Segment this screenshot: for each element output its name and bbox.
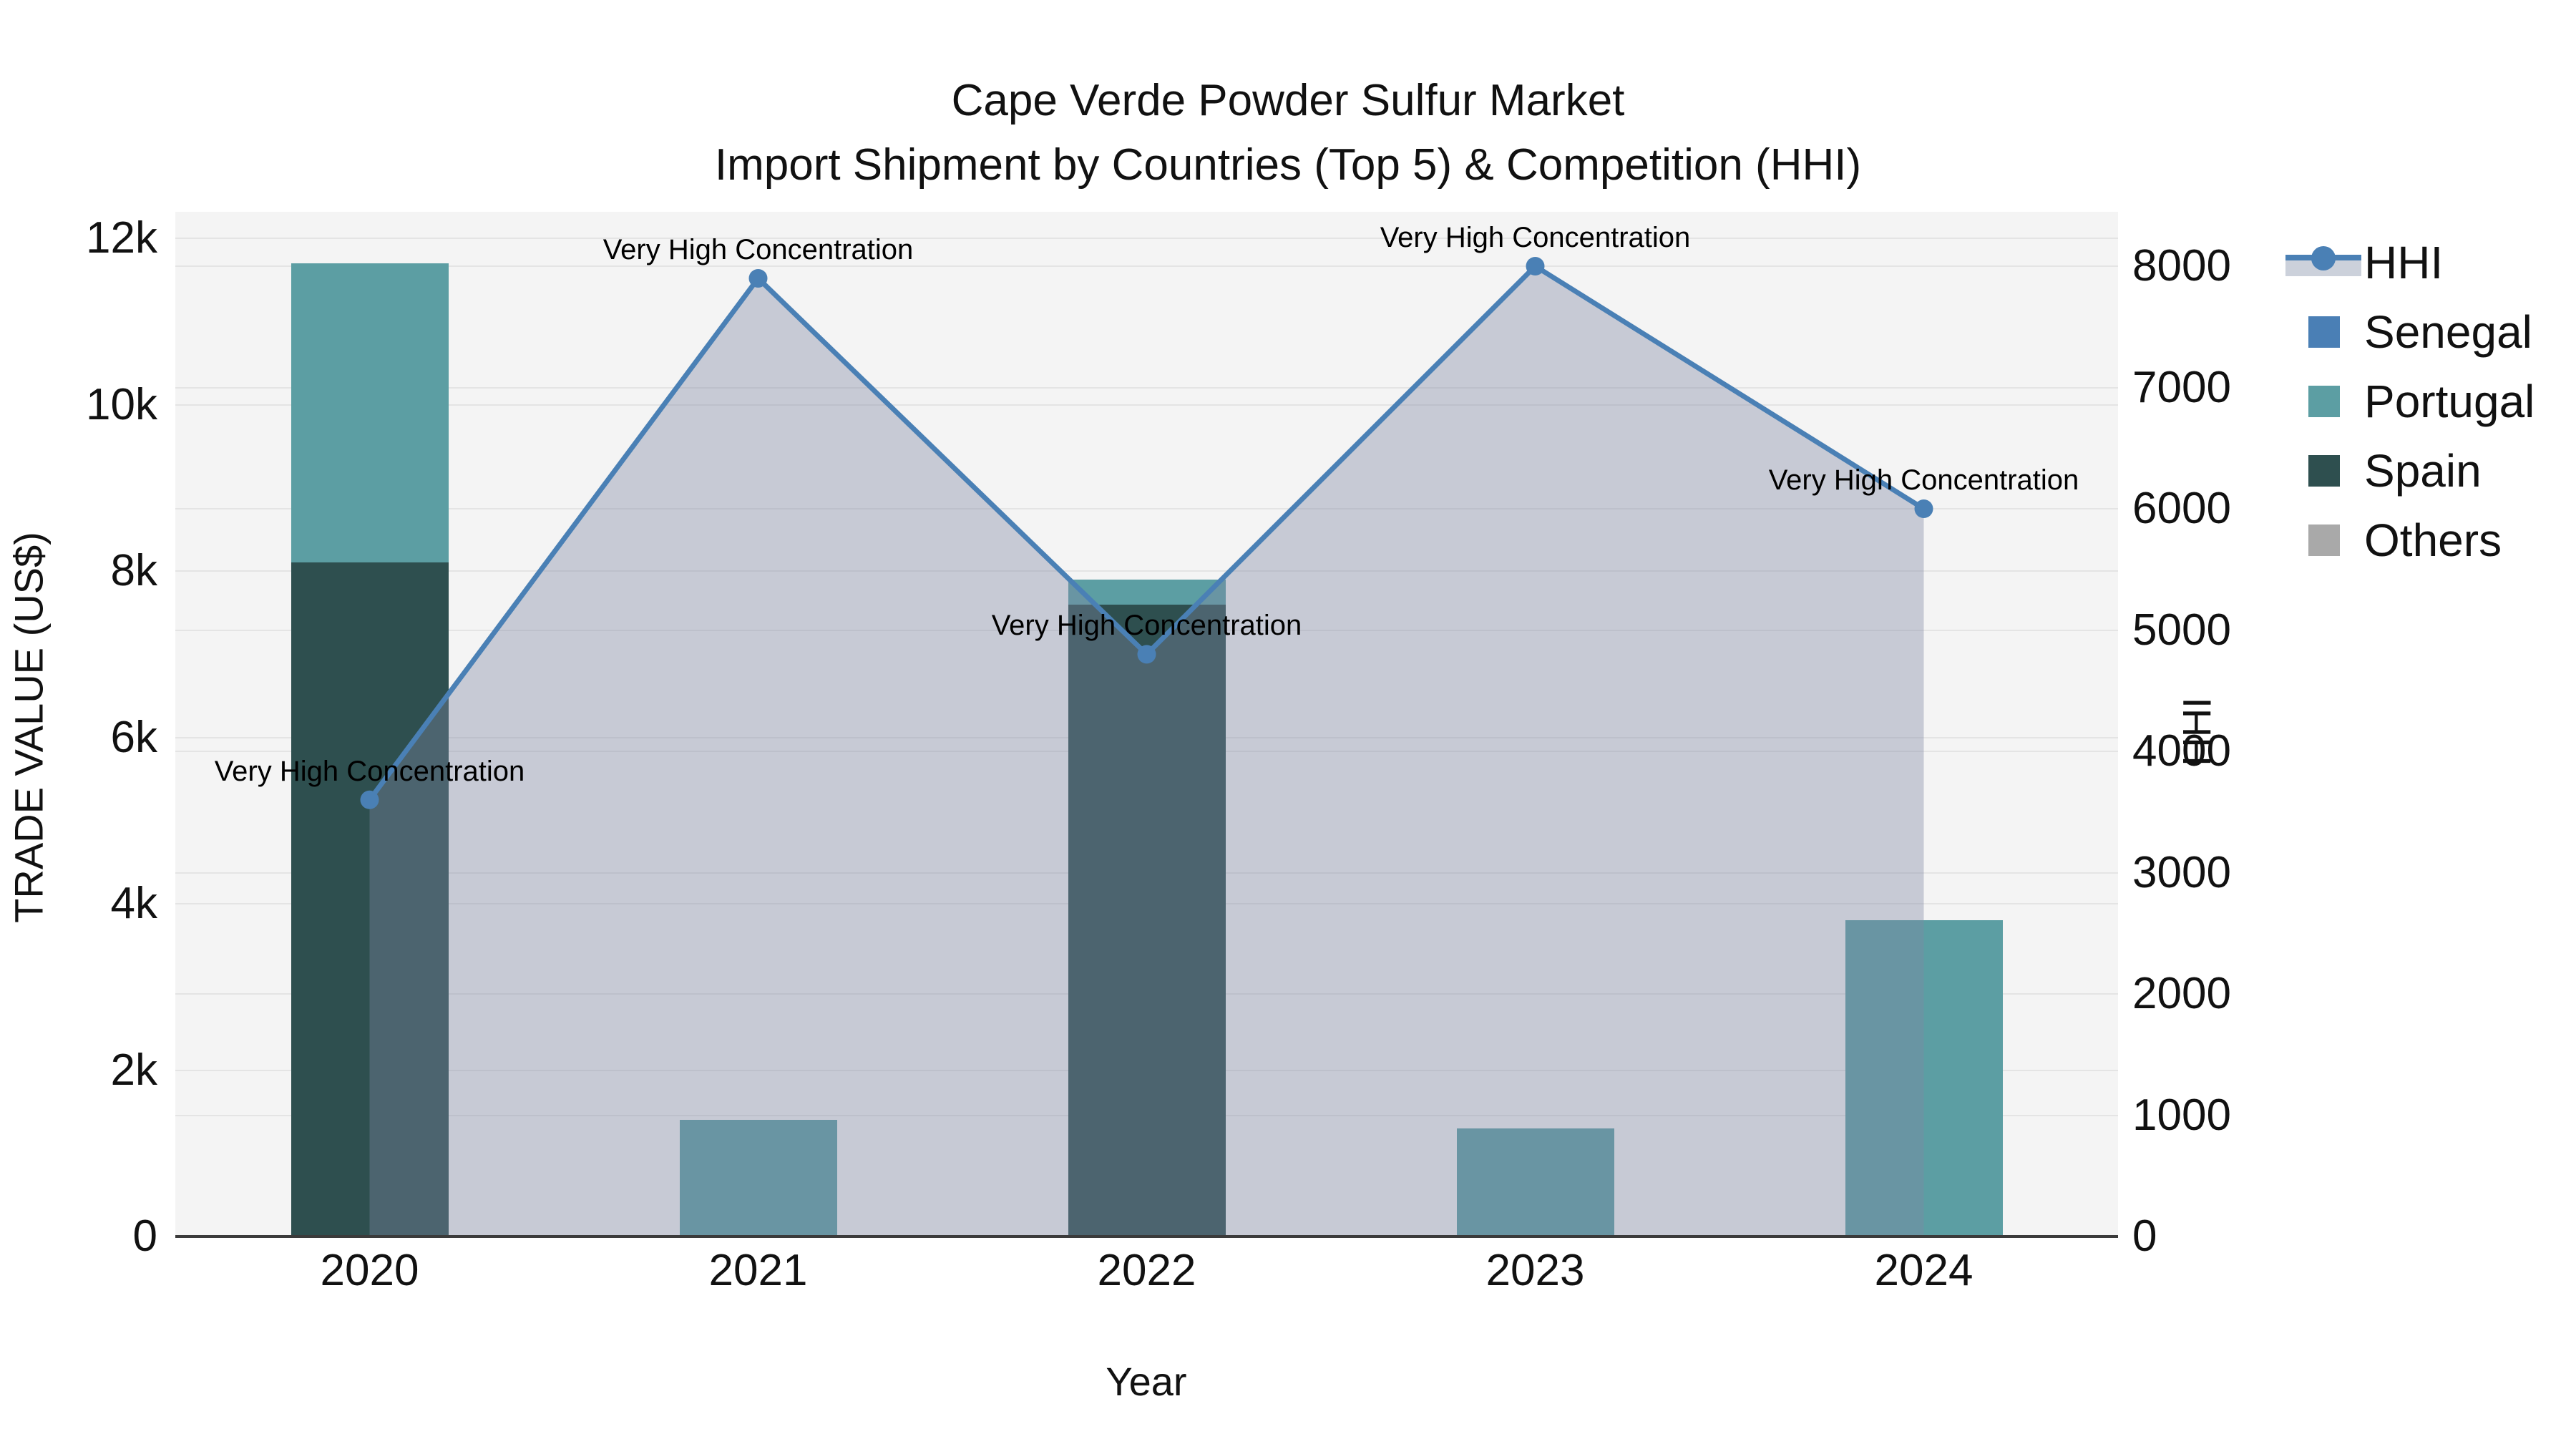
x-axis-label: Year bbox=[1106, 1359, 1187, 1404]
gridline-hhi bbox=[175, 386, 2118, 389]
y-right-tick-8000: 8000 bbox=[2132, 241, 2231, 291]
bar-segment-spain-2022 bbox=[1068, 604, 1226, 1236]
senegal-swatch-icon bbox=[2308, 316, 2340, 348]
y-left-tick-8k: 8k bbox=[110, 546, 157, 595]
legend-item-hhi: HHI bbox=[2283, 228, 2534, 297]
chart-title: Cape Verde Powder Sulfur Market bbox=[951, 76, 1625, 125]
legend-label: Others bbox=[2364, 514, 2502, 566]
y-right-tick-4000: 4000 bbox=[2132, 726, 2231, 776]
bar-segment-portugal-2023 bbox=[1456, 1128, 1614, 1236]
spain-swatch-icon bbox=[2308, 454, 2340, 487]
bar-segment-portugal-2022 bbox=[1068, 579, 1226, 605]
x-tick-2021: 2021 bbox=[708, 1246, 808, 1295]
x-axis-line bbox=[175, 1235, 2118, 1238]
y-left-tick-0: 0 bbox=[132, 1211, 157, 1261]
legend-item-senegal: Senegal bbox=[2283, 297, 2534, 366]
legend-label: Spain bbox=[2364, 444, 2482, 497]
others-swatch-icon bbox=[2308, 524, 2340, 556]
y-left-tick-12k: 12k bbox=[86, 213, 157, 263]
y-right-tick-0: 0 bbox=[2132, 1211, 2157, 1261]
annotation-2022: Very High Concentration bbox=[991, 610, 1302, 642]
legend-item-portugal: Portugal bbox=[2283, 366, 2534, 436]
gridline-hhi bbox=[175, 508, 2118, 509]
annotation-2024: Very High Concentration bbox=[1768, 464, 2079, 496]
y-left-axis-label: TRADE VALUE (US$) bbox=[6, 532, 52, 923]
y-right-tick-6000: 6000 bbox=[2132, 484, 2231, 533]
y-left-tick-2k: 2k bbox=[110, 1045, 157, 1095]
y-left-tick-10k: 10k bbox=[86, 379, 157, 429]
x-tick-2022: 2022 bbox=[1097, 1246, 1196, 1295]
annotation-2021: Very High Concentration bbox=[602, 233, 914, 265]
legend-label: Portugal bbox=[2364, 375, 2535, 427]
annotation-2023: Very High Concentration bbox=[1380, 222, 1691, 253]
chart-subtitle: Import Shipment by Countries (Top 5) & C… bbox=[714, 140, 1862, 190]
legend-label: Senegal bbox=[2364, 306, 2532, 358]
plot-area bbox=[175, 212, 2118, 1236]
y-right-tick-3000: 3000 bbox=[2132, 847, 2231, 897]
portugal-swatch-icon bbox=[2308, 385, 2340, 417]
legend-item-others: Others bbox=[2283, 505, 2534, 575]
legend-label: HHI bbox=[2364, 236, 2444, 288]
bar-segment-spain-2020 bbox=[291, 562, 449, 1236]
annotation-2020: Very High Concentration bbox=[214, 755, 525, 787]
y-right-tick-2000: 2000 bbox=[2132, 969, 2231, 1018]
gridline-trade bbox=[175, 404, 2118, 406]
y-right-tick-7000: 7000 bbox=[2132, 362, 2231, 412]
hhi-line-sample-icon bbox=[2285, 245, 2361, 279]
y-right-tick-5000: 5000 bbox=[2132, 605, 2231, 655]
legend: HHI Senegal Portugal Spain Others bbox=[2283, 228, 2534, 575]
x-tick-2024: 2024 bbox=[1874, 1246, 1974, 1295]
bar-segment-portugal-2020 bbox=[291, 263, 449, 563]
y-left-tick-4k: 4k bbox=[110, 879, 157, 928]
bar-segment-portugal-2024 bbox=[1845, 920, 2003, 1236]
y-left-tick-6k: 6k bbox=[110, 712, 157, 762]
legend-item-spain: Spain bbox=[2283, 436, 2534, 505]
bar-segment-portugal-2021 bbox=[679, 1120, 837, 1236]
gridline-trade bbox=[175, 238, 2118, 239]
chart-title-block: Cape Verde Powder Sulfur Market Import S… bbox=[0, 69, 2576, 197]
gridline-hhi bbox=[175, 265, 2118, 267]
y-right-axis-label: HHI bbox=[2174, 697, 2220, 766]
gridline-trade bbox=[175, 570, 2118, 572]
x-tick-2020: 2020 bbox=[320, 1246, 419, 1295]
y-right-tick-1000: 1000 bbox=[2132, 1090, 2231, 1140]
x-tick-2023: 2023 bbox=[1485, 1246, 1585, 1295]
